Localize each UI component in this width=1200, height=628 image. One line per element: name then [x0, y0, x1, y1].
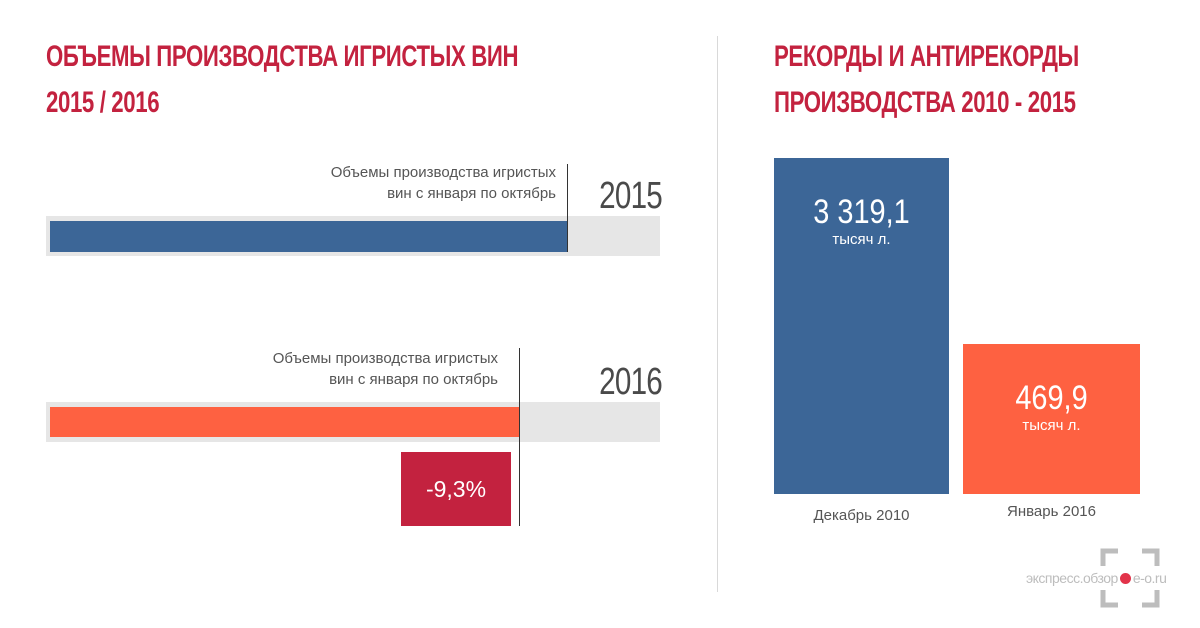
column-unit-jan-2016: тысяч л. [1022, 417, 1081, 434]
bar-2015 [50, 221, 568, 252]
logo-frame-icon [1100, 548, 1160, 608]
panel-divider [717, 36, 718, 592]
right-chart-title: Рекорды и антирекорды производства 2010 … [774, 34, 1079, 126]
change-badge: -9,3% [401, 452, 511, 526]
logo-dot-icon [1119, 573, 1131, 584]
bar-label-2015: Объемы производства игристых вин с январ… [260, 162, 556, 204]
bar-end-marker-2015 [567, 164, 568, 252]
left-title-line1: Объемы производства игристых вин [46, 40, 519, 73]
year-label-2015: 2015 [599, 175, 663, 217]
column-value-dec-2010: 3 319,1 [813, 193, 910, 231]
logo-text-part1: экспресс.обзор [1026, 570, 1118, 586]
logo-text: экспресс.обзор e-o.ru [1026, 568, 1167, 588]
year-label-2016: 2016 [599, 361, 663, 403]
bar-label-2016: Объемы производства игристых вин с январ… [200, 348, 498, 390]
left-title-line2: 2015 / 2016 [46, 86, 160, 119]
site-logo: экспресс.обзор e-o.ru [1026, 548, 1190, 608]
logo-text-part2: e-o.ru [1132, 570, 1167, 586]
column-bar-dec-2010 [774, 158, 949, 494]
bar-end-marker-2016 [519, 348, 520, 526]
column-category-jan-2016: Январь 2016 [1007, 503, 1096, 520]
bar-label-2016-line1: Объемы производства игристых [272, 350, 498, 367]
bar-2016 [50, 407, 520, 437]
column-unit-dec-2010: тысяч л. [832, 231, 891, 248]
column-bar-jan-2016 [963, 344, 1140, 494]
left-chart-title: Объемы производства игристых вин 2015 / … [46, 34, 519, 126]
right-title-line2: производства 2010 - 2015 [774, 86, 1076, 119]
right-title-line1: Рекорды и антирекорды [774, 40, 1079, 73]
column-category-dec-2010: Декабрь 2010 [813, 507, 910, 524]
column-value-jan-2016: 469,9 [1015, 379, 1088, 417]
bar-label-2015-line1: Объемы производства игристых [330, 164, 556, 181]
bar-label-2016-line2: вин с января по октябрь [329, 371, 498, 388]
bar-label-2015-line2: вин с января по октябрь [387, 185, 556, 202]
